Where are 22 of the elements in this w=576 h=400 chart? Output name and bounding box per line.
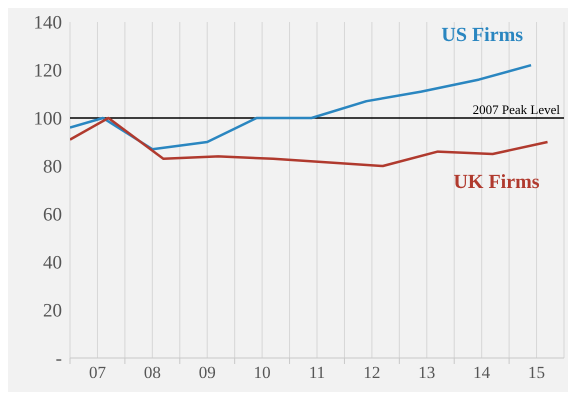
y-tick-label: 60 (43, 204, 62, 226)
line-series (70, 64, 532, 150)
ref-line-label: 2007 Peak Level (472, 102, 560, 117)
x-tick-label: 12 (363, 363, 380, 382)
x-tick-label: 15 (528, 363, 546, 382)
y-tick-label: 100 (34, 108, 62, 130)
y-tick-label: 80 (43, 156, 62, 178)
series-label: UK Firms (453, 171, 540, 193)
x-tick-label: 13 (418, 363, 436, 382)
x-tick-label: 09 (198, 363, 216, 382)
x-tick-label: 08 (144, 363, 161, 382)
y-tick-label: 120 (34, 60, 62, 82)
x-tick-label: 11 (308, 363, 326, 382)
y-tick-label: 140 (34, 12, 62, 34)
x-tick-label: 07 (88, 363, 106, 382)
series-label: US Firms (441, 24, 524, 46)
x-tick-label: 14 (473, 363, 491, 382)
y-tick-label: 40 (43, 252, 62, 274)
line-series (70, 116, 549, 168)
x-tick-label: 10 (254, 363, 271, 382)
y-tick-label: 20 (43, 300, 62, 322)
y-tick-label: - (56, 348, 62, 370)
